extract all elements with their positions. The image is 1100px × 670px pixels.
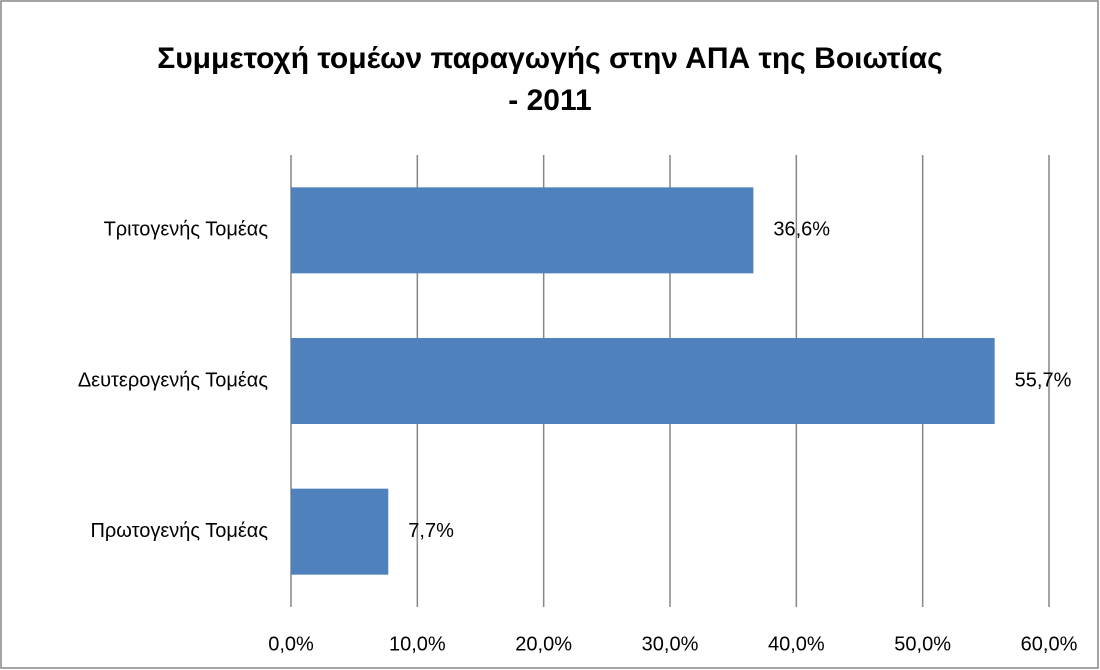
y-tick-label: Τριτογενής Τομέας: [104, 219, 269, 241]
value-label: 36,6%: [773, 219, 830, 241]
x-tick-label: 20,0%: [515, 633, 572, 655]
x-tick-label: 60,0%: [1021, 633, 1078, 655]
y-tick-label: Πρωτογενής Τομέας: [90, 520, 268, 542]
bar: [291, 488, 389, 575]
x-tick-label: 50,0%: [894, 633, 951, 655]
value-label: 55,7%: [1015, 369, 1072, 391]
value-label: 7,7%: [408, 520, 454, 542]
x-tick-label: 30,0%: [642, 633, 699, 655]
x-tick-label: 0,0%: [268, 633, 314, 655]
chart-title: Συμμετοχή τομέων παραγωγής στην ΑΠΑ της …: [157, 42, 943, 117]
x-tick-label: 10,0%: [389, 633, 446, 655]
y-tick-label: Δευτερογενής Τομέας: [78, 369, 269, 391]
x-tick-label: 40,0%: [768, 633, 825, 655]
bar: [291, 187, 754, 274]
bar: [291, 338, 995, 424]
